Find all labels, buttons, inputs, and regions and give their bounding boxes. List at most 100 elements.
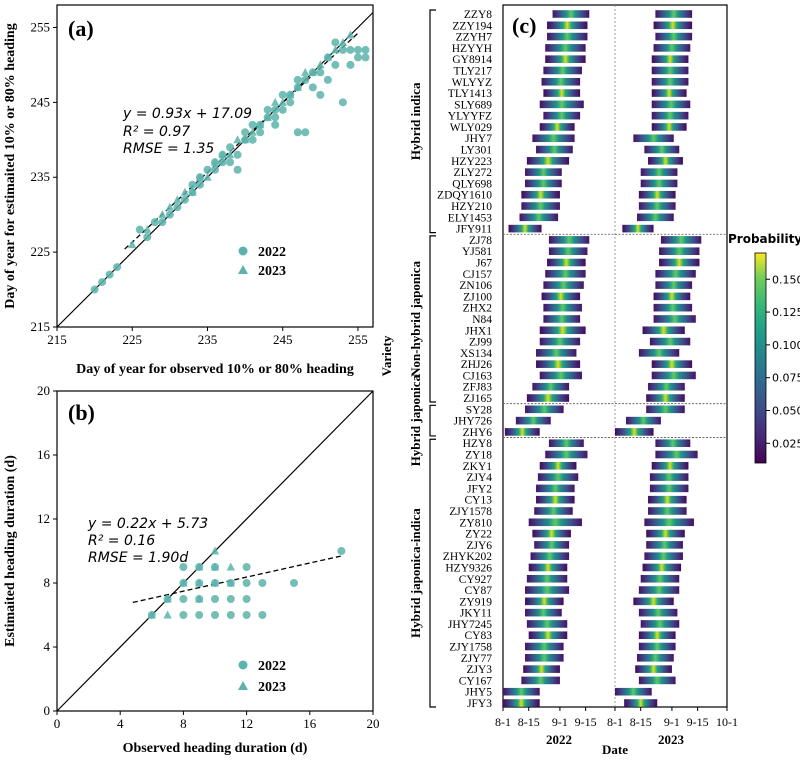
- variety-label: SLY689: [454, 99, 492, 111]
- heatmap-bar-2022: [521, 202, 560, 210]
- heatmap-bar-2023: [638, 642, 676, 651]
- heatmap-bar-2023: [655, 450, 698, 459]
- variety-label: N84: [472, 314, 492, 326]
- panel-a-point-2022: [98, 278, 107, 287]
- panel-b-point-2022: [211, 611, 219, 619]
- variety-label: ZDQY1610: [437, 190, 492, 202]
- variety-label: ZY919: [459, 596, 492, 608]
- panel-b-ytick-label: 12: [37, 511, 50, 526]
- heatmap-bar-2023: [624, 699, 658, 707]
- panel-b-ytick-label: 16: [37, 447, 51, 462]
- variety-label: WLYYZ: [452, 77, 492, 89]
- variety-label: HZY210: [451, 201, 492, 213]
- variety-label: ZZYH7: [456, 32, 493, 44]
- heatmap-bar-2023: [648, 382, 685, 391]
- heatmap-bar-2023: [655, 32, 693, 41]
- heatmap-bar-2023: [637, 654, 674, 662]
- panel-a-point-2023: [165, 202, 175, 211]
- panel-a-point-2022: [331, 38, 340, 47]
- heatmap-bar-2023: [651, 360, 693, 368]
- heatmap-bar-2022: [545, 44, 586, 52]
- panel-a-point-2023: [278, 97, 287, 106]
- heatmap-bar-2022: [536, 484, 575, 493]
- variety-label: JFY3: [467, 698, 492, 710]
- variety-label: ZHJ26: [461, 359, 493, 371]
- panel-b-point-2023: [163, 610, 172, 619]
- heatmap-bar-2022: [539, 326, 586, 335]
- heatmap-bar-2022: [543, 111, 581, 120]
- panel-a-point-2023: [240, 135, 250, 144]
- heatmap-bar-2023: [644, 552, 683, 560]
- heatmap-bar-2022: [547, 258, 586, 267]
- panel-a-point-2023: [270, 97, 280, 106]
- heatmap-bar-2022: [539, 123, 575, 131]
- variety-label: ZJY4: [466, 472, 492, 484]
- group-label: Non-hybrid japonica: [408, 261, 423, 377]
- panel-b-point-2022: [242, 611, 251, 619]
- heatmap-bar-2022: [521, 190, 560, 199]
- heatmap-bar-2022: [528, 631, 568, 640]
- panel-c-year-2022: 2022: [546, 732, 572, 747]
- panel-a-point-2022: [338, 98, 347, 107]
- heatmap-bar-2022: [528, 563, 568, 572]
- heatmap-bar-2023: [649, 484, 689, 493]
- panel-a-ytick-label: 225: [31, 244, 51, 259]
- panel-a-point-2022: [226, 143, 235, 152]
- panel-c-xtick-label: 9-15: [687, 715, 709, 729]
- heatmap-bar-2022: [525, 642, 564, 651]
- heatmap-bar-2022: [503, 699, 540, 707]
- group-bracket: [429, 404, 436, 437]
- heatmap-bar-2023: [655, 269, 696, 278]
- panel-a-point-2022: [158, 218, 167, 227]
- group-label: Hybrid japonica-indica: [408, 508, 423, 638]
- heatmap-bar-2023: [638, 190, 676, 199]
- panel-c-xlabel: Date: [602, 742, 628, 757]
- heatmap-bar-2023: [648, 495, 687, 504]
- heatmap-bar-2022: [548, 247, 588, 255]
- variety-label: JHX1: [465, 325, 492, 337]
- heatmap-bar-2023: [651, 371, 696, 380]
- panel-b-xtick-label: 20: [367, 716, 380, 731]
- group-bracket: [429, 438, 436, 708]
- heatmap-bar-2023: [653, 21, 693, 30]
- panel-a-label: (a): [68, 16, 94, 41]
- heatmap-bar-2023: [640, 168, 678, 176]
- panel-a-point-2022: [353, 45, 362, 54]
- heatmap-bar-2022: [539, 462, 577, 470]
- panel-a-point-2022: [293, 75, 302, 84]
- variety-label: ZJ78: [469, 235, 492, 247]
- panel-b-ylabel: Estimaited heading duration (d): [3, 455, 18, 647]
- panel-b-ytick-label: 0: [44, 703, 51, 718]
- panel-b-point-2023: [179, 578, 188, 587]
- heatmap-bar-2023: [649, 337, 691, 346]
- heatmap-bar-2023: [635, 665, 672, 673]
- panel-a-point-2022: [361, 45, 370, 54]
- panel-a-point-2022: [150, 218, 159, 227]
- colorbar-tick-label: 0.150: [772, 273, 800, 286]
- group-label: Hybrid indica: [408, 82, 423, 160]
- heatmap-bar-2023: [655, 10, 693, 18]
- panel-a-point-2022: [323, 75, 332, 84]
- panel-b-r2: R² = 0.16: [88, 533, 155, 549]
- panel-b-ytick-label: 20: [37, 383, 50, 398]
- heatmap-bar-2022: [523, 665, 560, 673]
- panel-b-point-2022: [258, 611, 267, 619]
- panel-c-year-2023: 2023: [658, 732, 685, 747]
- panel-b-rmse: RMSE = 1.90d: [88, 550, 188, 566]
- heatmap-bar-2023: [651, 77, 689, 86]
- panel-a-frame: [56, 4, 374, 328]
- colorbar-gradient: [754, 252, 767, 464]
- heatmap-bar-2022: [536, 349, 577, 357]
- panel-b-xtick-label: 16: [303, 716, 317, 731]
- panel-b-point-2022: [179, 595, 188, 603]
- panel-a-point-2023: [338, 37, 348, 46]
- legend-a-2023-marker: [238, 265, 248, 274]
- panel-a-point-2022: [218, 158, 227, 167]
- panel-b-label: (b): [68, 400, 95, 425]
- panel-b-point-2023: [210, 562, 220, 571]
- heatmap-bar-2022: [547, 32, 588, 41]
- panel-a-point-2022: [271, 113, 280, 122]
- heatmap-bar-2023: [638, 608, 678, 617]
- panel-b-point-2023: [226, 578, 235, 587]
